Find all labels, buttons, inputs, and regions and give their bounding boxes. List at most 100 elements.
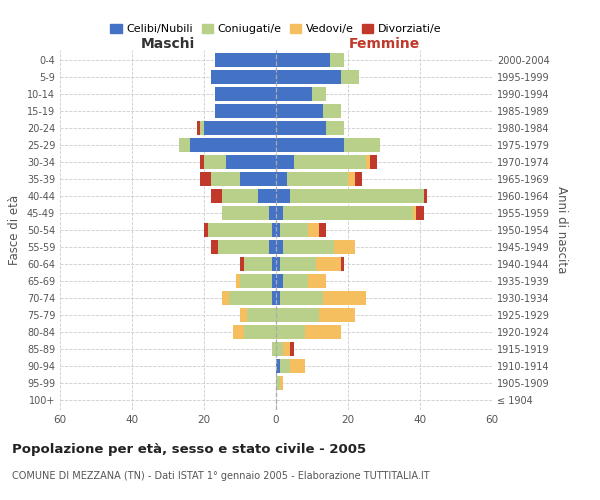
Bar bbox=[211, 189, 222, 203]
Bar bbox=[283, 342, 290, 356]
Bar bbox=[247, 308, 276, 322]
Bar bbox=[269, 240, 276, 254]
Bar bbox=[218, 240, 269, 254]
Bar bbox=[240, 257, 244, 271]
Bar bbox=[215, 87, 276, 101]
Bar bbox=[276, 257, 280, 271]
Bar bbox=[269, 206, 276, 220]
Bar bbox=[276, 342, 283, 356]
Bar bbox=[323, 104, 341, 118]
Bar bbox=[308, 223, 319, 237]
Bar bbox=[276, 121, 326, 135]
Bar bbox=[276, 359, 280, 373]
Bar bbox=[222, 291, 229, 305]
Bar bbox=[276, 291, 280, 305]
Bar bbox=[276, 274, 283, 288]
Bar bbox=[319, 223, 326, 237]
Bar bbox=[276, 325, 305, 339]
Bar bbox=[276, 206, 283, 220]
Bar bbox=[276, 155, 294, 169]
Bar bbox=[240, 308, 247, 322]
Bar bbox=[290, 342, 294, 356]
Bar bbox=[280, 376, 283, 390]
Bar bbox=[179, 138, 190, 152]
Bar bbox=[355, 172, 362, 186]
Bar bbox=[226, 155, 276, 169]
Bar bbox=[341, 70, 359, 84]
Bar bbox=[208, 223, 272, 237]
Bar bbox=[272, 274, 276, 288]
Bar bbox=[283, 206, 413, 220]
Bar bbox=[370, 155, 377, 169]
Bar bbox=[211, 70, 276, 84]
Bar bbox=[287, 172, 348, 186]
Text: COMUNE DI MEZZANA (TN) - Dati ISTAT 1° gennaio 2005 - Elaborazione TUTTITALIA.IT: COMUNE DI MEZZANA (TN) - Dati ISTAT 1° g… bbox=[12, 471, 430, 481]
Bar bbox=[330, 53, 344, 67]
Bar bbox=[197, 121, 200, 135]
Bar bbox=[276, 104, 323, 118]
Bar bbox=[215, 53, 276, 67]
Bar bbox=[276, 70, 341, 84]
Bar bbox=[240, 172, 276, 186]
Bar bbox=[211, 172, 240, 186]
Bar bbox=[319, 308, 355, 322]
Bar bbox=[229, 291, 272, 305]
Bar bbox=[276, 172, 287, 186]
Bar bbox=[413, 206, 416, 220]
Bar bbox=[280, 359, 290, 373]
Bar bbox=[276, 53, 330, 67]
Bar bbox=[276, 376, 280, 390]
Text: Femmine: Femmine bbox=[349, 37, 419, 51]
Bar bbox=[348, 172, 355, 186]
Y-axis label: Fasce di età: Fasce di età bbox=[8, 195, 21, 265]
Bar bbox=[204, 155, 226, 169]
Bar bbox=[222, 206, 269, 220]
Bar bbox=[334, 240, 355, 254]
Bar bbox=[215, 104, 276, 118]
Bar bbox=[416, 206, 424, 220]
Bar bbox=[272, 291, 276, 305]
Bar bbox=[258, 189, 276, 203]
Bar bbox=[308, 274, 326, 288]
Bar bbox=[272, 223, 276, 237]
Bar bbox=[326, 121, 344, 135]
Bar bbox=[204, 223, 208, 237]
Bar bbox=[240, 274, 272, 288]
Bar bbox=[272, 257, 276, 271]
Bar bbox=[244, 325, 276, 339]
Bar bbox=[316, 257, 341, 271]
Bar bbox=[272, 342, 276, 356]
Text: Popolazione per età, sesso e stato civile - 2005: Popolazione per età, sesso e stato civil… bbox=[12, 442, 366, 456]
Bar bbox=[222, 189, 258, 203]
Text: Maschi: Maschi bbox=[141, 37, 195, 51]
Bar bbox=[204, 121, 276, 135]
Bar bbox=[424, 189, 427, 203]
Bar bbox=[280, 257, 316, 271]
Bar bbox=[323, 291, 366, 305]
Bar bbox=[233, 325, 244, 339]
Bar bbox=[283, 274, 308, 288]
Bar bbox=[276, 223, 280, 237]
Bar bbox=[276, 189, 290, 203]
Bar bbox=[290, 189, 424, 203]
Bar bbox=[280, 291, 323, 305]
Bar bbox=[366, 155, 370, 169]
Bar bbox=[276, 308, 319, 322]
Bar bbox=[236, 274, 240, 288]
Bar bbox=[305, 325, 341, 339]
Y-axis label: Anni di nascita: Anni di nascita bbox=[555, 186, 568, 274]
Bar bbox=[244, 257, 272, 271]
Bar bbox=[280, 223, 308, 237]
Bar bbox=[283, 240, 334, 254]
Bar bbox=[190, 138, 276, 152]
Legend: Celibi/Nubili, Coniugati/e, Vedovi/e, Divorziati/e: Celibi/Nubili, Coniugati/e, Vedovi/e, Di… bbox=[108, 22, 444, 36]
Bar bbox=[276, 138, 344, 152]
Bar bbox=[290, 359, 305, 373]
Bar bbox=[344, 138, 380, 152]
Bar bbox=[200, 155, 204, 169]
Bar bbox=[200, 121, 204, 135]
Bar bbox=[294, 155, 366, 169]
Bar bbox=[312, 87, 326, 101]
Bar bbox=[200, 172, 211, 186]
Bar bbox=[276, 240, 283, 254]
